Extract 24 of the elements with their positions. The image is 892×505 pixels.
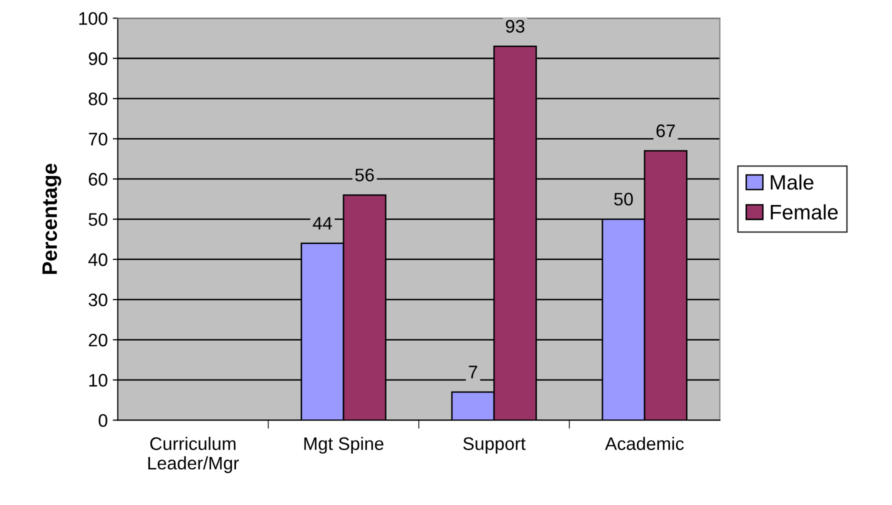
y-tick-label: 40 (88, 253, 108, 266)
x-tick-label: Academic (604, 436, 684, 450)
data-label: 67 (656, 124, 675, 138)
y-tick-label: 80 (88, 92, 108, 106)
x-tick-label: Curriculum Leader/Mgr (148, 436, 239, 474)
y-tick-label: 10 (89, 374, 108, 387)
y-axis-title: Percentage (42, 164, 62, 274)
data-label: 56 (355, 168, 374, 182)
y-tick-label: 70 (88, 132, 108, 146)
y-tick-label: 20 (88, 334, 108, 346)
x-tick-label: Support (463, 437, 526, 454)
data-label: 50 (614, 192, 633, 206)
y-tick-label: 90 (88, 52, 108, 66)
x-tick-label: Mgt Spine (304, 436, 384, 454)
data-label: 44 (312, 217, 332, 230)
legend-label: Male (770, 174, 814, 190)
data-label: 93 (506, 20, 524, 33)
y-tick-label: 60 (88, 172, 108, 186)
y-tick-label: 30 (88, 294, 108, 306)
legend-label: Female (770, 204, 838, 220)
y-tick-label: 0 (98, 414, 108, 427)
data-label: 7 (468, 366, 478, 378)
y-tick-label: 100 (79, 12, 108, 25)
y-tick-label: 50 (88, 213, 108, 226)
